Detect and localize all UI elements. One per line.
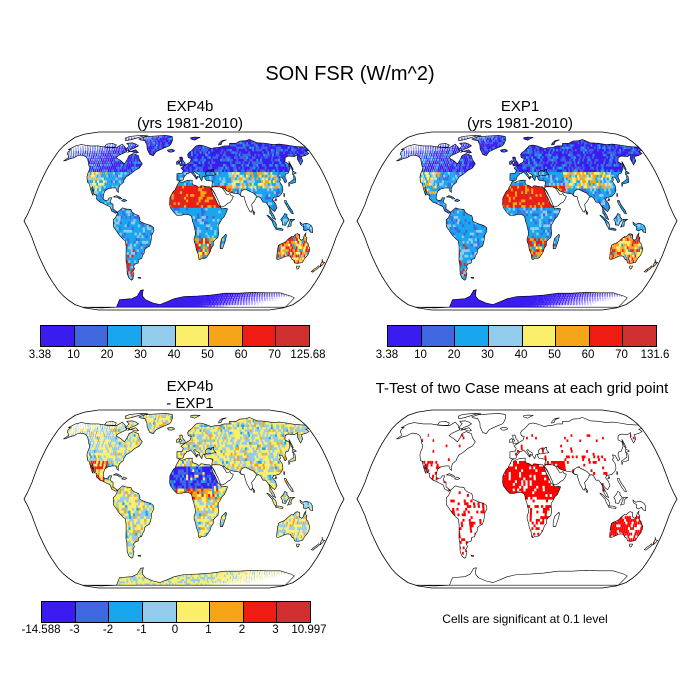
colorbar-swatch: [242, 326, 277, 346]
colorbar-swatch: [108, 326, 142, 346]
colorbar-swatch: [388, 326, 422, 346]
colorbar-tick-label: 20: [101, 349, 114, 361]
colorbar-tick-label: 3.38: [376, 349, 398, 361]
map-border: [356, 131, 678, 311]
colorbar-tick-label: 2: [239, 624, 245, 636]
colorbar-tick-label: 70: [615, 349, 628, 361]
panel-title-ttest: T-Test of two Case means at each grid po…: [352, 380, 692, 397]
colorbar-labels-exp4b: 3.38 10 20 30 40 50 60 70 125.68: [29, 349, 326, 363]
colorbar-tick-label: 30: [134, 349, 147, 361]
panel-title-line1: EXP4b: [40, 378, 340, 395]
colorbar-tick-label: 50: [548, 349, 561, 361]
colorbar-swatch: [209, 326, 243, 346]
colorbar-swatch: [75, 602, 110, 622]
colorbar-tick-label: -14.588: [21, 624, 60, 636]
colorbar-tick-label: 125.68: [290, 349, 325, 361]
colorbar-swatch: [556, 326, 590, 346]
colorbar-tick-label: 70: [268, 349, 281, 361]
colorbar-swatch: [41, 326, 75, 346]
colorbar-tick-label: 20: [448, 349, 461, 361]
colorbar-tick-label: 10: [67, 349, 80, 361]
colorbar-swatch: [109, 602, 143, 622]
coastlines: [62, 413, 326, 587]
colorbar-swatch: [488, 326, 523, 346]
colorbar-swatch: [175, 326, 210, 346]
colorbar-tick-label: 3.38: [29, 349, 51, 361]
figure-title: SON FSR (W/m^2): [0, 63, 700, 86]
colorbar-swatch: [277, 602, 310, 622]
panel-title-exp1: EXP1 (yrs 1981-2010): [370, 98, 670, 132]
panel-title-line1: EXP4b: [40, 98, 340, 115]
map-border: [356, 409, 678, 589]
panel-title-line2: - EXP1: [40, 395, 340, 412]
panel-title-line2: (yrs 1981-2010): [40, 115, 340, 132]
colorbar-exp1: [387, 325, 657, 347]
colorbar-swatch: [176, 602, 211, 622]
colorbar-tick-label: 10: [414, 349, 427, 361]
panel-title-line2: (yrs 1981-2010): [370, 115, 670, 132]
colorbar-tick-label: -2: [103, 624, 113, 636]
map-difference: [23, 409, 345, 589]
coastlines: [395, 413, 659, 587]
colorbar-tick-label: 131.6: [641, 349, 670, 361]
colorbar-tick-label: -3: [69, 624, 79, 636]
colorbar-tick-label: 0: [172, 624, 178, 636]
colorbar-tick-label: -1: [136, 624, 146, 636]
colorbar-swatch: [522, 326, 557, 346]
colorbar-labels-exp1: 3.38 10 20 30 40 50 60 70 131.6: [376, 349, 670, 363]
colorbar-tick-label: 3: [272, 624, 278, 636]
map-ttest: [356, 409, 678, 589]
colorbar-tick-label: 60: [235, 349, 248, 361]
panel-title-exp4b: EXP4b (yrs 1981-2010): [40, 98, 340, 132]
map-exp1: [356, 131, 678, 311]
colorbar-labels-difference: -14.588 -3 -2 -1 0 1 2 3 10.997: [21, 624, 326, 638]
colorbar-swatch: [142, 602, 177, 622]
coastlines: [395, 135, 659, 309]
colorbar-tick-label: 10.997: [291, 624, 326, 636]
panel-title-difference: EXP4b - EXP1: [40, 378, 340, 412]
colorbar-difference: [41, 601, 311, 623]
map-border: [23, 131, 345, 311]
colorbar-exp4b: [40, 325, 310, 347]
colorbar-swatch: [455, 326, 489, 346]
colorbar-swatch: [421, 326, 456, 346]
colorbar-swatch: [623, 326, 656, 346]
colorbar-swatch: [42, 602, 76, 622]
map-border: [23, 409, 345, 589]
colorbar-swatch: [276, 326, 309, 346]
panel-title-line1: EXP1: [370, 98, 670, 115]
colorbar-tick-label: 60: [582, 349, 595, 361]
colorbar-swatch: [210, 602, 244, 622]
coastlines: [62, 135, 326, 309]
colorbar-tick-label: 1: [205, 624, 211, 636]
colorbar-swatch: [243, 602, 278, 622]
colorbar-swatch: [74, 326, 109, 346]
colorbar-swatch: [141, 326, 176, 346]
colorbar-tick-label: 30: [481, 349, 494, 361]
colorbar-tick-label: 40: [168, 349, 181, 361]
significance-note: Cells are significant at 0.1 level: [390, 612, 660, 626]
map-exp4b: [23, 131, 345, 311]
colorbar-swatch: [589, 326, 624, 346]
colorbar-tick-label: 40: [515, 349, 528, 361]
colorbar-tick-label: 50: [201, 349, 214, 361]
panel-title-line1: T-Test of two Case means at each grid po…: [352, 380, 692, 397]
